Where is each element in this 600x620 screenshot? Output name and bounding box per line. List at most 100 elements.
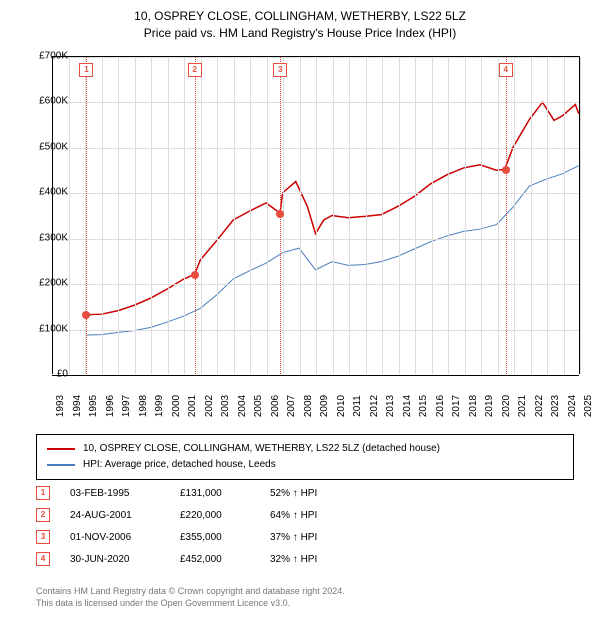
marker-box-2: 2	[188, 63, 202, 77]
x-axis-label: 2001	[187, 395, 198, 417]
x-axis-label: 2007	[286, 395, 297, 417]
x-axis-label: 2024	[567, 395, 578, 417]
marker-line-2	[195, 57, 196, 374]
price-marker: 1	[36, 486, 50, 500]
gridline-v	[69, 57, 70, 374]
gridline-v	[448, 57, 449, 374]
legend-swatch	[47, 448, 75, 450]
legend-label: HPI: Average price, detached house, Leed…	[83, 457, 276, 473]
legend-row: HPI: Average price, detached house, Leed…	[47, 457, 563, 473]
x-axis-label: 1999	[154, 395, 165, 417]
gridline-v	[564, 57, 565, 374]
x-axis-label: 1994	[72, 395, 83, 417]
marker-box-3: 3	[273, 63, 287, 77]
x-axis-label: 2022	[534, 395, 545, 417]
marker-box-1: 1	[79, 63, 93, 77]
gridline-v	[333, 57, 334, 374]
y-axis-label: £600K	[18, 96, 68, 107]
marker-line-1	[86, 57, 87, 374]
footer-attribution: Contains HM Land Registry data © Crown c…	[36, 585, 345, 610]
y-axis-label: £700K	[18, 51, 68, 62]
x-axis-label: 2016	[435, 395, 446, 417]
x-axis-label: 2015	[418, 395, 429, 417]
gridline-v	[151, 57, 152, 374]
gridline-v	[118, 57, 119, 374]
price-pct: 52% ↑ HPI	[270, 488, 360, 499]
x-axis-label: 1993	[55, 395, 66, 417]
price-marker: 4	[36, 552, 50, 566]
gridline-v	[217, 57, 218, 374]
x-axis-label: 2012	[369, 395, 380, 417]
x-axis-label: 2000	[171, 395, 182, 417]
gridline-v	[547, 57, 548, 374]
x-axis-label: 1996	[105, 395, 116, 417]
y-axis-label: £0	[18, 369, 68, 380]
y-axis-label: £500K	[18, 141, 68, 152]
price-value: 30-JUN-2020	[70, 554, 160, 565]
y-axis-label: £100K	[18, 323, 68, 334]
gridline-v	[415, 57, 416, 374]
price-dot-3	[276, 210, 284, 218]
price-marker: 3	[36, 530, 50, 544]
x-axis-label: 2017	[451, 395, 462, 417]
legend-row: 10, OSPREY CLOSE, COLLINGHAM, WETHERBY, …	[47, 441, 563, 457]
price-row: 430-JUN-2020£452,00032% ↑ HPI	[36, 548, 360, 570]
x-axis-label: 1995	[88, 395, 99, 417]
gridline-v	[300, 57, 301, 374]
title-line-1: 10, OSPREY CLOSE, COLLINGHAM, WETHERBY, …	[0, 8, 600, 25]
gridline-v	[465, 57, 466, 374]
price-pct: 37% ↑ HPI	[270, 532, 360, 543]
x-axis-label: 2025	[583, 395, 594, 417]
gridline-v	[316, 57, 317, 374]
gridline-v	[580, 57, 581, 374]
chart-plot-area: 1 2 3 4	[52, 56, 580, 374]
price-dot-2	[191, 271, 199, 279]
gridline-v	[267, 57, 268, 374]
footer-line-2: This data is licensed under the Open Gov…	[36, 597, 345, 610]
gridline-v	[102, 57, 103, 374]
gridline-v	[498, 57, 499, 374]
marker-box-4: 4	[499, 63, 513, 77]
footer-line-1: Contains HM Land Registry data © Crown c…	[36, 585, 345, 598]
price-value: 03-FEB-1995	[70, 488, 160, 499]
gridline-v	[168, 57, 169, 374]
x-axis-label: 2018	[468, 395, 479, 417]
price-row: 103-FEB-1995£131,00052% ↑ HPI	[36, 482, 360, 504]
legend-box: 10, OSPREY CLOSE, COLLINGHAM, WETHERBY, …	[36, 434, 574, 480]
gridline-v	[201, 57, 202, 374]
x-axis-label: 2020	[501, 395, 512, 417]
x-axis-label: 2014	[402, 395, 413, 417]
x-axis-label: 2002	[204, 395, 215, 417]
y-axis-label: £400K	[18, 187, 68, 198]
gridline-v	[234, 57, 235, 374]
gridline-v	[135, 57, 136, 374]
price-pct: 64% ↑ HPI	[270, 510, 360, 521]
gridline-v	[349, 57, 350, 374]
price-dot-4	[502, 166, 510, 174]
x-axis-label: 2019	[484, 395, 495, 417]
price-marker: 2	[36, 508, 50, 522]
price-value: 24-AUG-2001	[70, 510, 160, 521]
price-pct: 32% ↑ HPI	[270, 554, 360, 565]
x-axis-label: 2009	[319, 395, 330, 417]
x-axis-label: 2004	[237, 395, 248, 417]
gridline-v	[514, 57, 515, 374]
x-axis-label: 2003	[220, 395, 231, 417]
price-row: 224-AUG-2001£220,00064% ↑ HPI	[36, 504, 360, 526]
legend-swatch	[47, 464, 75, 466]
gridline-v	[531, 57, 532, 374]
x-axis-label: 2011	[352, 395, 363, 417]
gridline-v	[481, 57, 482, 374]
chart-title-block: 10, OSPREY CLOSE, COLLINGHAM, WETHERBY, …	[0, 0, 600, 46]
gridline-h	[52, 375, 579, 376]
gridline-v	[184, 57, 185, 374]
price-table: 103-FEB-1995£131,00052% ↑ HPI224-AUG-200…	[36, 482, 360, 570]
x-axis-label: 2006	[270, 395, 281, 417]
x-axis-label: 2021	[517, 395, 528, 417]
legend-label: 10, OSPREY CLOSE, COLLINGHAM, WETHERBY, …	[83, 441, 440, 457]
gridline-v	[432, 57, 433, 374]
price-row: 301-NOV-2006£355,00037% ↑ HPI	[36, 526, 360, 548]
marker-line-4	[506, 57, 507, 374]
gridline-v	[250, 57, 251, 374]
price-dot-1	[82, 311, 90, 319]
